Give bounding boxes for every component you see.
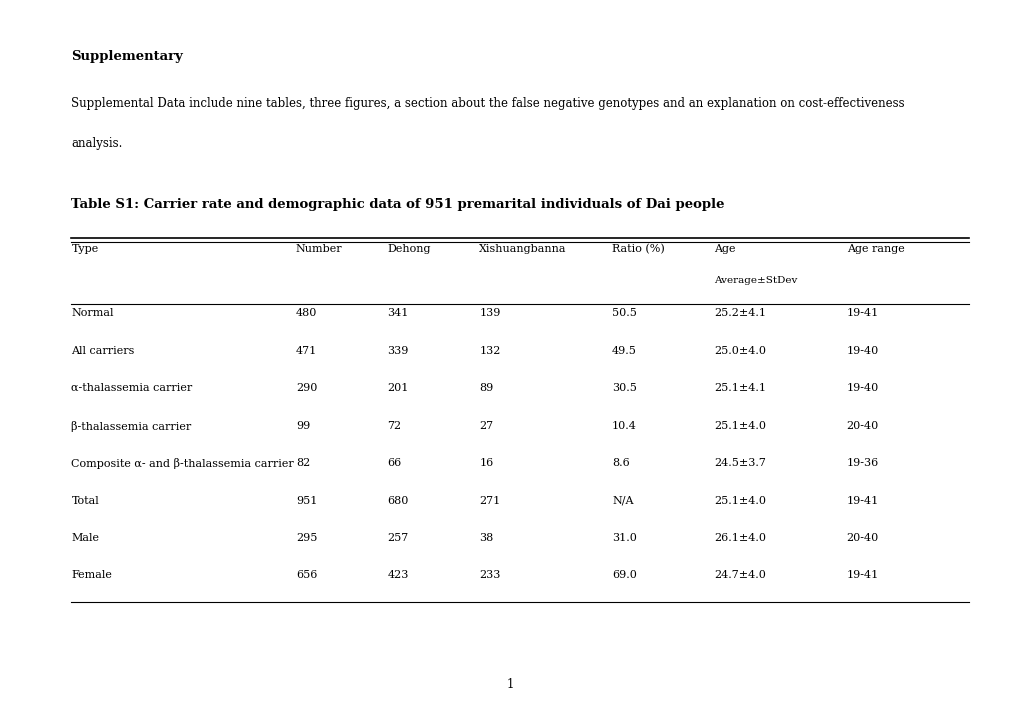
Text: Average±StDev: Average±StDev [713, 276, 797, 285]
Text: 139: 139 [479, 308, 500, 318]
Text: 25.1±4.0: 25.1±4.0 [713, 420, 765, 431]
Text: 10.4: 10.4 [611, 420, 636, 431]
Text: Ratio (%): Ratio (%) [611, 244, 664, 254]
Text: 339: 339 [387, 346, 409, 356]
Text: 680: 680 [387, 495, 409, 505]
Text: Table S1: Carrier rate and demographic data of 951 premarital individuals of Dai: Table S1: Carrier rate and demographic d… [71, 198, 725, 211]
Text: Male: Male [71, 533, 99, 543]
Text: Composite α- and β-thalassemia carrier: Composite α- and β-thalassemia carrier [71, 458, 293, 469]
Text: 31.0: 31.0 [611, 533, 636, 543]
Text: Number: Number [296, 244, 342, 254]
Text: 20-40: 20-40 [846, 533, 878, 543]
Text: 295: 295 [296, 533, 317, 543]
Text: 89: 89 [479, 383, 493, 393]
Text: 99: 99 [296, 420, 310, 431]
Text: 69.0: 69.0 [611, 570, 636, 580]
Text: 49.5: 49.5 [611, 346, 636, 356]
Text: 19-40: 19-40 [846, 346, 878, 356]
Text: 72: 72 [387, 420, 401, 431]
Text: 471: 471 [296, 346, 317, 356]
Text: 201: 201 [387, 383, 409, 393]
Text: 271: 271 [479, 495, 500, 505]
Text: 423: 423 [387, 570, 409, 580]
Text: 82: 82 [296, 458, 310, 468]
Text: Age: Age [713, 244, 735, 254]
Text: Type: Type [71, 244, 99, 254]
Text: 19-41: 19-41 [846, 308, 878, 318]
Text: 30.5: 30.5 [611, 383, 636, 393]
Text: 1: 1 [505, 678, 514, 691]
Text: 24.7±4.0: 24.7±4.0 [713, 570, 765, 580]
Text: β-thalassemia carrier: β-thalassemia carrier [71, 420, 192, 431]
Text: 19-36: 19-36 [846, 458, 878, 468]
Text: All carriers: All carriers [71, 346, 135, 356]
Text: 16: 16 [479, 458, 493, 468]
Text: 26.1±4.0: 26.1±4.0 [713, 533, 765, 543]
Text: 257: 257 [387, 533, 409, 543]
Text: 25.2±4.1: 25.2±4.1 [713, 308, 765, 318]
Text: Supplementary: Supplementary [71, 50, 183, 63]
Text: Age range: Age range [846, 244, 904, 254]
Text: 66: 66 [387, 458, 401, 468]
Text: N/A: N/A [611, 495, 633, 505]
Text: 27: 27 [479, 420, 493, 431]
Text: 38: 38 [479, 533, 493, 543]
Text: Supplemental Data include nine tables, three figures, a section about the false : Supplemental Data include nine tables, t… [71, 97, 904, 110]
Text: 656: 656 [296, 570, 317, 580]
Text: Female: Female [71, 570, 112, 580]
Text: 19-41: 19-41 [846, 495, 878, 505]
Text: α-thalassemia carrier: α-thalassemia carrier [71, 383, 193, 393]
Text: 480: 480 [296, 308, 317, 318]
Text: analysis.: analysis. [71, 137, 122, 150]
Text: 25.1±4.1: 25.1±4.1 [713, 383, 765, 393]
Text: 19-40: 19-40 [846, 383, 878, 393]
Text: Xishuangbanna: Xishuangbanna [479, 244, 567, 254]
Text: 24.5±3.7: 24.5±3.7 [713, 458, 765, 468]
Text: 25.1±4.0: 25.1±4.0 [713, 495, 765, 505]
Text: 20-40: 20-40 [846, 420, 878, 431]
Text: 132: 132 [479, 346, 500, 356]
Text: 341: 341 [387, 308, 409, 318]
Text: Dehong: Dehong [387, 244, 431, 254]
Text: 290: 290 [296, 383, 317, 393]
Text: 233: 233 [479, 570, 500, 580]
Text: 25.0±4.0: 25.0±4.0 [713, 346, 765, 356]
Text: Total: Total [71, 495, 99, 505]
Text: 50.5: 50.5 [611, 308, 636, 318]
Text: 8.6: 8.6 [611, 458, 629, 468]
Text: Normal: Normal [71, 308, 114, 318]
Text: 951: 951 [296, 495, 317, 505]
Text: 19-41: 19-41 [846, 570, 878, 580]
